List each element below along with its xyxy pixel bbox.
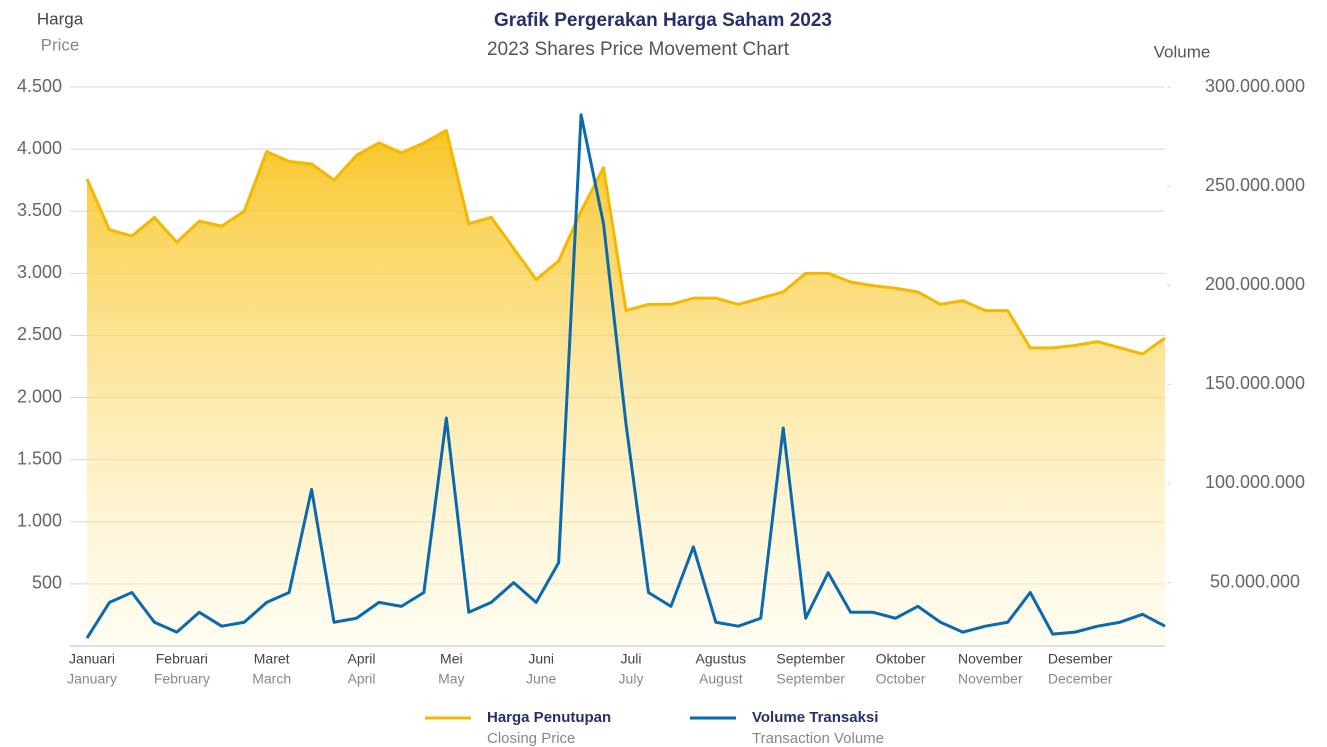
- line: [85, 128, 1166, 356]
- x-tick-label: Juni: [528, 651, 554, 667]
- x-tick-label-en: July: [619, 671, 644, 687]
- x-tick-label: Februari: [156, 651, 208, 667]
- y2-tick-label: 200.000.000: [1205, 274, 1305, 294]
- y-axis-label-en: Price: [41, 35, 80, 54]
- x-tick-label: September: [776, 651, 845, 667]
- x-tick-label-en: April: [347, 671, 375, 687]
- x-tick-label: April: [347, 651, 375, 667]
- x-tick-label: Juli: [620, 651, 641, 667]
- x-tick-label-en: June: [526, 671, 557, 687]
- y-axis-label: Harga: [37, 9, 84, 28]
- x-tick-label-en: November: [958, 671, 1023, 687]
- x-tick-label: Desember: [1048, 651, 1113, 667]
- legend-label: Harga Penutupan: [487, 709, 611, 726]
- y-tick-label: 1.000: [17, 511, 62, 531]
- x-tick-label: Agustus: [696, 651, 747, 667]
- y-tick-label: 2.000: [17, 386, 62, 406]
- legend-label-en: Transaction Volume: [752, 730, 884, 747]
- y2-tick-label: 50.000.000: [1210, 571, 1300, 591]
- y-tick-label: 3.500: [17, 200, 62, 220]
- y-tick-label: 4.000: [17, 138, 62, 158]
- x-tick-label-en: February: [154, 671, 210, 687]
- y2-tick-label: 300.000.000: [1205, 76, 1305, 96]
- legend-label-en: Closing Price: [487, 730, 575, 747]
- y2-axis-label: Volume: [1154, 42, 1211, 61]
- x-tick-label: Mei: [440, 651, 463, 667]
- y2-tick-label: 100.000.000: [1205, 472, 1305, 492]
- line: [85, 113, 1166, 639]
- y-tick-label: 3.000: [17, 262, 62, 282]
- legend-label: Volume Transaksi: [752, 709, 878, 726]
- x-tick-label: Januari: [69, 651, 115, 667]
- x-tick-label-en: January: [67, 671, 117, 687]
- y-tick-label: 2.500: [17, 324, 62, 344]
- x-tick-label: Maret: [254, 651, 290, 667]
- x-tick-label-en: October: [876, 671, 926, 687]
- y-tick-label: 500: [32, 573, 62, 593]
- x-tick-label-en: August: [699, 671, 743, 687]
- x-tick-label-en: September: [776, 671, 845, 687]
- y-tick-label: 4.500: [17, 76, 62, 96]
- x-tick-label: November: [958, 651, 1023, 667]
- x-tick-label-en: December: [1048, 671, 1113, 687]
- x-tick-label-en: March: [252, 671, 291, 687]
- y2-tick-label: 250.000.000: [1205, 175, 1305, 195]
- x-tick-label-en: May: [438, 671, 464, 687]
- chart-title: Grafik Pergerakan Harga Saham 2023: [494, 10, 832, 31]
- area: [87, 130, 1165, 646]
- chart-subtitle: 2023 Shares Price Movement Chart: [487, 39, 790, 60]
- y2-tick-label: 150.000.000: [1205, 373, 1305, 393]
- y-tick-label: 1.500: [17, 448, 62, 468]
- x-tick-label: Oktober: [876, 651, 926, 667]
